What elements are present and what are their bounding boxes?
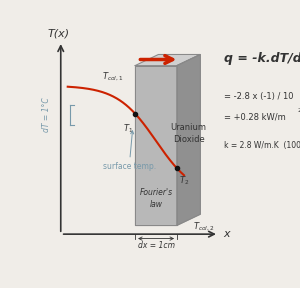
Text: $T_1$: $T_1$ bbox=[123, 122, 133, 135]
Text: = -2.8 x (-1) / 10: = -2.8 x (-1) / 10 bbox=[224, 92, 293, 101]
Text: 2: 2 bbox=[298, 108, 300, 113]
Text: k = 2.8 W/m.K  (1000°C): k = 2.8 W/m.K (1000°C) bbox=[224, 141, 300, 150]
Text: $T_{col,2}$: $T_{col,2}$ bbox=[193, 221, 215, 233]
Text: = +0.28 kW/m: = +0.28 kW/m bbox=[224, 112, 285, 121]
Text: x: x bbox=[224, 229, 230, 239]
Text: q = -k.dT/dx: q = -k.dT/dx bbox=[224, 52, 300, 65]
Text: $T_{col,1}$: $T_{col,1}$ bbox=[102, 71, 124, 83]
Text: surface temp.: surface temp. bbox=[103, 131, 156, 171]
Text: T(x): T(x) bbox=[47, 29, 70, 39]
Text: dx = 1cm: dx = 1cm bbox=[138, 241, 175, 250]
Text: dT = 1°C: dT = 1°C bbox=[42, 97, 51, 132]
Text: Uranium
Dioxide: Uranium Dioxide bbox=[171, 123, 207, 144]
Polygon shape bbox=[135, 66, 177, 225]
Polygon shape bbox=[177, 54, 200, 225]
Text: $T_2$: $T_2$ bbox=[179, 175, 190, 187]
Polygon shape bbox=[135, 54, 200, 66]
Text: Fourier's
law: Fourier's law bbox=[140, 188, 172, 209]
